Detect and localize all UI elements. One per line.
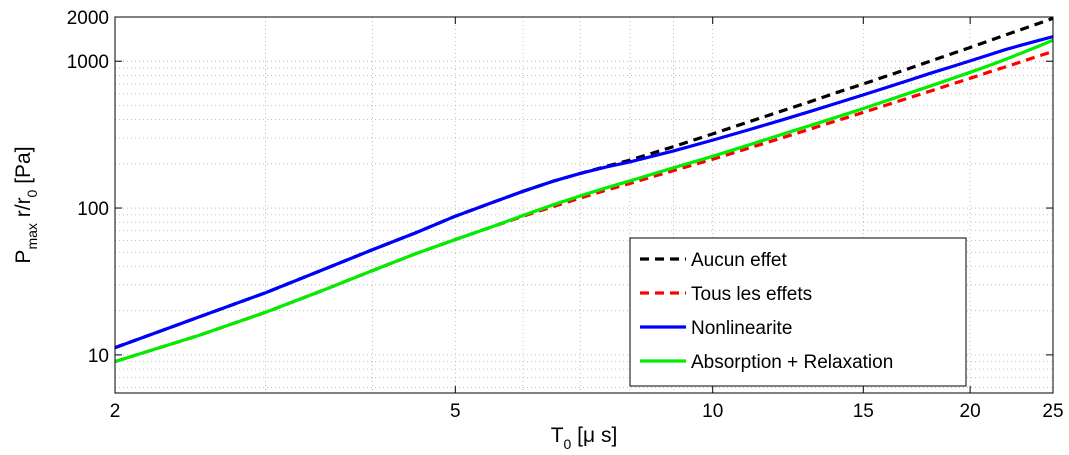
legend-label: Tous les effets [691,284,812,305]
legend-label: Nonlinearite [691,318,792,339]
x-tick-label: 2 [110,401,121,422]
y-axis-label-sub1: max [24,223,40,249]
x-tick-label: 25 [1042,401,1063,422]
legend-label: Absorption + Relaxation [691,352,893,373]
series-line [114,38,1054,364]
y-axis-label: Pmax r/r0 [Pa] [12,146,40,263]
x-tick-label: 15 [853,401,874,422]
x-tick-label: 10 [702,401,723,422]
series-line [114,49,1054,364]
series-lines [114,16,1054,364]
legend-box [629,237,967,387]
y-tick-label: 1000 [67,52,109,73]
y-tick-label: 100 [77,199,109,220]
grid [115,17,1053,393]
y-axis-label-suffix: [Pa] [12,146,35,189]
x-tick-label: 20 [960,401,981,422]
legend: Aucun effet Tous les effets Nonlinearite Ab… [629,237,967,387]
plot-border [114,16,1054,394]
y-axis-label-sub2: 0 [24,189,40,197]
x-axis-label-suffix: [μ s] [571,424,617,447]
x-axis-label: T0 [μ s] [551,424,618,452]
y-tick-label: 2000 [67,8,109,29]
legend-label: Aucun effet [691,250,788,271]
series-line [114,16,1054,350]
y-tick-label: 10 [88,346,109,367]
y-axis-label-mid: r/r [12,197,35,223]
x-tick-label: 5 [450,401,461,422]
y-axis-label-base: P [12,250,35,264]
series-line [114,35,1054,350]
x-axis-label-base: T [551,424,564,447]
x-axis-label-sub: 0 [564,436,572,452]
